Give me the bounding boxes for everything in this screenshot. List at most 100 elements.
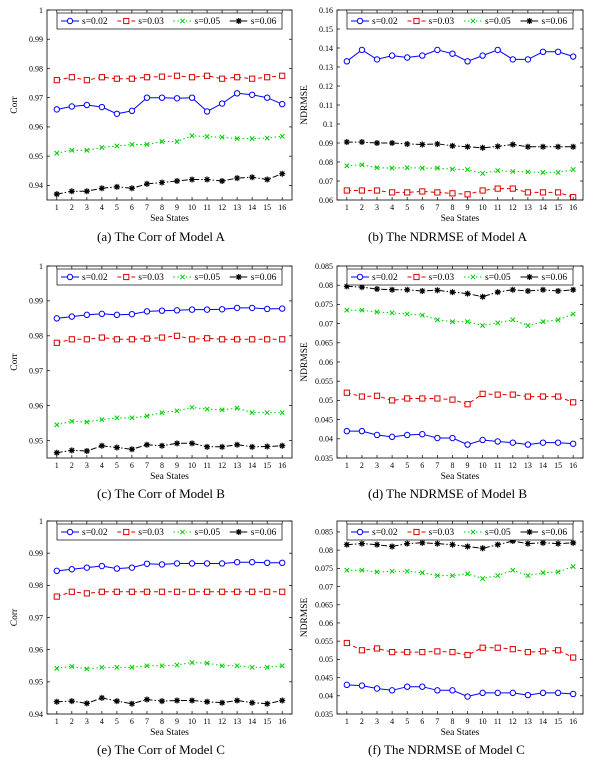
x-tick-label: 4 — [390, 461, 394, 470]
y-tick-label: 0.99 — [29, 549, 43, 558]
data-point — [143, 335, 151, 342]
data-point — [358, 284, 365, 291]
data-point — [373, 392, 381, 399]
legend-marker — [356, 528, 364, 536]
x-tick-label: 6 — [130, 717, 134, 726]
data-point — [389, 310, 395, 316]
data-point — [218, 75, 226, 82]
data-point — [98, 334, 105, 341]
data-point — [555, 317, 561, 323]
series-d-1 — [343, 427, 577, 448]
legend-marker — [123, 528, 130, 536]
data-point — [279, 170, 286, 177]
data-point — [68, 188, 75, 195]
data-point — [234, 175, 241, 182]
data-point — [539, 539, 546, 546]
series-line — [56, 135, 283, 154]
data-point — [480, 170, 486, 176]
y-tick-label: 0.045 — [315, 673, 333, 682]
data-point — [358, 427, 366, 435]
data-point — [358, 647, 366, 654]
data-point — [158, 307, 166, 314]
data-point — [113, 698, 120, 705]
legend-marker — [413, 273, 420, 281]
data-point — [129, 664, 135, 670]
legend-marker — [66, 17, 74, 25]
x-tick-label: 14 — [248, 717, 256, 726]
x-tick-label: 11 — [203, 717, 211, 726]
data-point — [449, 190, 456, 197]
data-point — [480, 322, 486, 329]
x-tick-label: 7 — [435, 461, 439, 470]
x-tick-label: 12 — [218, 203, 226, 212]
data-point — [479, 187, 486, 194]
data-point — [449, 573, 456, 579]
x-tick-label: 4 — [100, 203, 104, 212]
x-tick-label: 12 — [509, 203, 517, 212]
data-point — [419, 395, 426, 402]
data-point — [143, 308, 151, 315]
data-point — [554, 48, 562, 55]
y-tick-label: 0.06 — [319, 196, 333, 205]
x-tick-label: 8 — [450, 717, 454, 726]
legend-label: s=0.06 — [251, 17, 277, 27]
x-tick-label: 12 — [218, 717, 226, 726]
series-line — [56, 335, 283, 344]
data-point — [219, 178, 226, 184]
data-point — [83, 336, 90, 343]
x-tick-label: 1 — [345, 461, 349, 470]
x-tick-label: 5 — [115, 461, 119, 470]
x-tick-label: 11 — [203, 461, 211, 470]
data-point — [248, 558, 256, 566]
y-tick-label: 1 — [39, 262, 43, 271]
x-tick-label: 15 — [554, 203, 562, 212]
x-tick-label: 3 — [85, 717, 89, 726]
data-point — [279, 588, 286, 595]
data-point — [83, 590, 90, 597]
data-point — [358, 187, 366, 194]
data-point — [159, 410, 165, 416]
data-point — [373, 56, 381, 63]
legend-label: s=0.02 — [372, 273, 398, 283]
caption-e: (e) The Corr of Model C — [97, 742, 225, 757]
data-point — [464, 167, 471, 173]
data-point — [464, 441, 471, 448]
y-tick-label: 0.94 — [29, 181, 43, 190]
data-point — [143, 560, 151, 567]
y-tick-label: 0.06 — [319, 358, 333, 367]
series-line — [346, 141, 574, 149]
x-tick-label: 16 — [278, 203, 286, 212]
data-point — [234, 663, 240, 669]
data-point — [419, 539, 426, 546]
data-point — [249, 443, 256, 450]
data-point — [374, 569, 380, 575]
data-point — [189, 659, 195, 666]
legend-label: s=0.03 — [429, 17, 455, 27]
legend-label: s=0.06 — [542, 528, 568, 538]
series-line — [346, 309, 574, 327]
data-point — [388, 52, 396, 59]
x-tick-label: 13 — [524, 717, 532, 726]
data-point — [264, 700, 271, 707]
data-point — [68, 336, 75, 343]
data-point — [404, 395, 411, 402]
x-tick-label: 5 — [115, 717, 119, 726]
data-point — [249, 174, 256, 181]
data-point — [374, 286, 381, 293]
x-tick-label: 8 — [450, 461, 454, 470]
series-f-1 — [343, 681, 577, 700]
y-tick-label: 0.085 — [315, 528, 333, 537]
data-point — [389, 140, 396, 146]
data-point — [540, 319, 546, 325]
data-point — [189, 133, 195, 139]
data-point — [204, 660, 210, 666]
data-point — [495, 167, 501, 174]
data-point — [128, 310, 136, 318]
legend-box — [56, 12, 283, 30]
y-tick-label: 0.07 — [319, 582, 333, 591]
data-point — [464, 319, 471, 325]
legend-box — [56, 523, 283, 541]
legend-label: s=0.06 — [542, 17, 568, 27]
y-tick-label: 0.035 — [315, 710, 333, 719]
